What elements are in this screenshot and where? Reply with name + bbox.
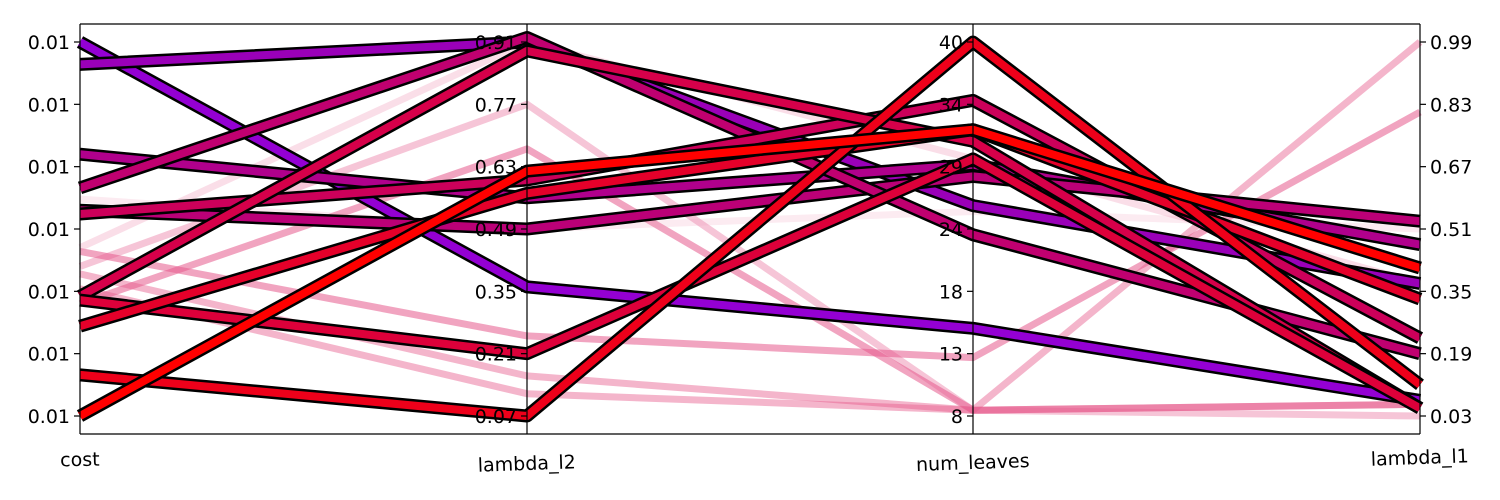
tick-label-cost-0: 0.01	[28, 406, 70, 428]
axis-label-lambda_l2: lambda_l2	[477, 451, 576, 476]
tick-label-cost-3: 0.01	[28, 219, 70, 241]
tick-label-num_leaves-0: 8	[951, 406, 963, 428]
tick-label-lambda_l1-2: 0.35	[1430, 281, 1472, 303]
tick-label-lambda_l1-3: 0.51	[1430, 219, 1472, 241]
tick-label-lambda_l1-6: 0.99	[1430, 32, 1472, 54]
tick-label-lambda_l1-1: 0.19	[1430, 344, 1472, 366]
tick-label-lambda_l2-1: 0.21	[475, 344, 517, 366]
axis-label-cost: cost	[60, 449, 100, 472]
faded-series-line-0	[78, 145, 1421, 414]
series-line-7	[79, 154, 1422, 412]
axis-label-lambda_l1: lambda_l1	[1370, 445, 1469, 470]
tick-label-lambda_l2-5: 0.77	[475, 94, 517, 116]
tick-label-lambda_l2-0: 0.07	[475, 406, 517, 428]
tick-label-num_leaves-6: 40	[939, 32, 963, 54]
tick-label-num_leaves-3: 24	[939, 219, 963, 241]
tick-label-lambda_l2-3: 0.49	[475, 219, 517, 241]
tick-label-num_leaves-1: 13	[939, 344, 963, 366]
series-10	[76, 123, 1422, 422]
tick-label-lambda_l2-4: 0.63	[475, 157, 517, 179]
highlighted-series-group	[76, 31, 1424, 423]
series-0	[76, 36, 1422, 407]
axis-label-num_leaves: num_leaves	[916, 450, 1030, 476]
series-line-9	[79, 38, 1423, 420]
tick-label-lambda_l2-6: 0.91	[475, 32, 517, 54]
series-9	[79, 35, 1424, 423]
series-6	[76, 44, 1424, 414]
tick-label-lambda_l1-5: 0.83	[1430, 94, 1472, 116]
tick-label-cost-4: 0.01	[28, 157, 70, 179]
tick-label-cost-6: 0.01	[28, 32, 70, 54]
tick-label-lambda_l1-0: 0.03	[1430, 406, 1472, 428]
faded-series-line-4	[79, 285, 1421, 414]
tick-label-cost-2: 0.01	[28, 281, 70, 303]
tick-label-num_leaves-2: 18	[939, 281, 963, 303]
tick-label-num_leaves-5: 34	[939, 94, 963, 116]
series-1	[79, 35, 1422, 290]
series-line-0	[78, 38, 1421, 405]
tick-label-lambda_l1-4: 0.67	[1430, 157, 1472, 179]
tick-label-lambda_l2-2: 0.35	[475, 281, 517, 303]
tick-label-cost-5: 0.01	[28, 94, 70, 116]
series-line-1	[79, 38, 1421, 288]
series-line-6	[78, 46, 1423, 412]
tick-label-cost-1: 0.01	[28, 344, 70, 366]
tick-label-num_leaves-4: 29	[939, 157, 963, 179]
series-line-10	[78, 125, 1422, 420]
series-7	[79, 152, 1424, 414]
axes-group: 0.01 0.01 0.01 0.01 0.01 0.01 0.01 cost 0.07 0.21…	[28, 23, 1472, 477]
